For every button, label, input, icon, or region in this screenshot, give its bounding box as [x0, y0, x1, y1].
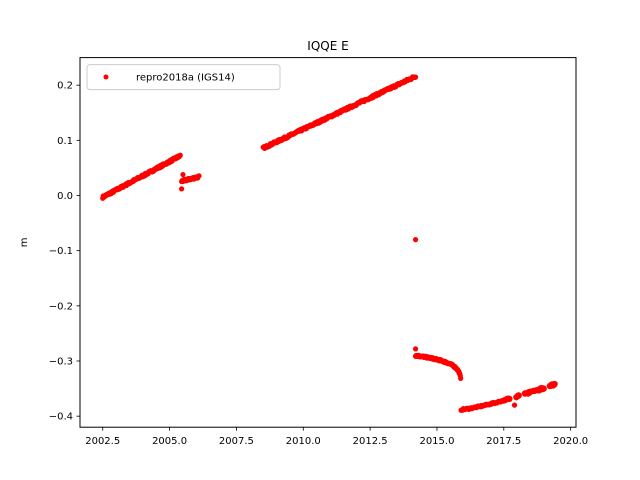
- data-point: [506, 395, 513, 403]
- legend-entry-label: repro2018a (IGS14): [136, 73, 235, 84]
- data-point: [551, 380, 558, 388]
- data-point: [412, 74, 419, 80]
- y-tick-label: −0.4: [49, 412, 73, 423]
- x-axis-ticks: 2002.5 2005.0 2007.5 2010.0 2012.5 2015.0 2017…: [85, 427, 588, 447]
- y-tick-label: 0.0: [57, 191, 73, 202]
- data-point: [540, 385, 547, 392]
- data-point: [511, 402, 518, 408]
- data-point: [458, 375, 464, 381]
- plot-frame: [79, 57, 577, 428]
- data-point: [180, 171, 186, 178]
- legend: repro2018a (IGS14): [86, 64, 281, 91]
- data-point: [515, 392, 522, 399]
- data-points: [100, 74, 558, 413]
- x-tick-label: 2010.0: [286, 436, 321, 447]
- x-tick-label: 2020.0: [553, 436, 588, 447]
- data-point: [196, 173, 202, 179]
- chart-title: IQQE E: [307, 39, 348, 53]
- data-point: [412, 346, 419, 352]
- legend-box: [86, 64, 281, 91]
- x-tick-label: 2002.5: [85, 436, 120, 447]
- y-tick-label: −0.2: [49, 301, 73, 312]
- legend-marker: [103, 74, 109, 80]
- y-axis-ticks: 0.2 0.1 0.0 −0.1 −0.2 −0.3 −0.4: [49, 81, 80, 423]
- y-tick-label: −0.3: [49, 357, 73, 368]
- data-point: [177, 152, 183, 158]
- data-point: [179, 186, 185, 192]
- data-point: [412, 237, 419, 243]
- y-tick-label: 0.2: [57, 81, 73, 92]
- x-tick-label: 2015.0: [419, 436, 454, 447]
- y-axis-label: m: [19, 238, 30, 248]
- x-tick-label: 2012.5: [353, 436, 388, 447]
- y-tick-label: −0.1: [49, 246, 73, 257]
- x-tick-label: 2005.0: [152, 436, 187, 447]
- x-tick-label: 2007.5: [219, 436, 254, 447]
- x-tick-label: 2017.5: [486, 436, 521, 447]
- y-tick-label: 0.1: [57, 136, 73, 147]
